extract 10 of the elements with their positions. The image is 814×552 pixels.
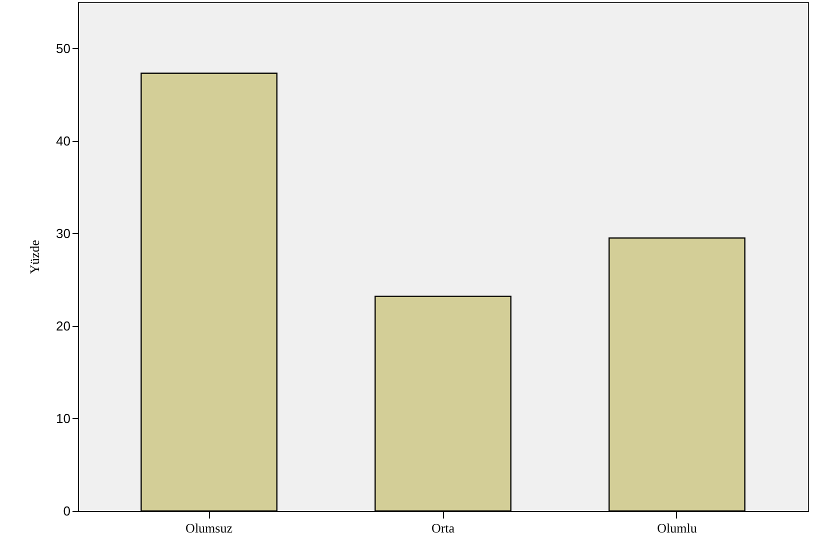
y-tick-label: 0 <box>63 504 70 518</box>
y-tick-label: 40 <box>56 133 70 148</box>
y-tick-label: 10 <box>56 410 70 426</box>
y-axis-title: Yüzde <box>27 240 42 274</box>
y-tick-label: 20 <box>56 318 70 334</box>
y-tick-label: 50 <box>56 40 70 56</box>
x-tick-label: Olumlu <box>657 520 698 536</box>
y-tick-label: 30 <box>56 226 70 241</box>
x-tick-label: Orta <box>431 520 455 536</box>
x-tick-label: Olumsuz <box>186 520 233 536</box>
